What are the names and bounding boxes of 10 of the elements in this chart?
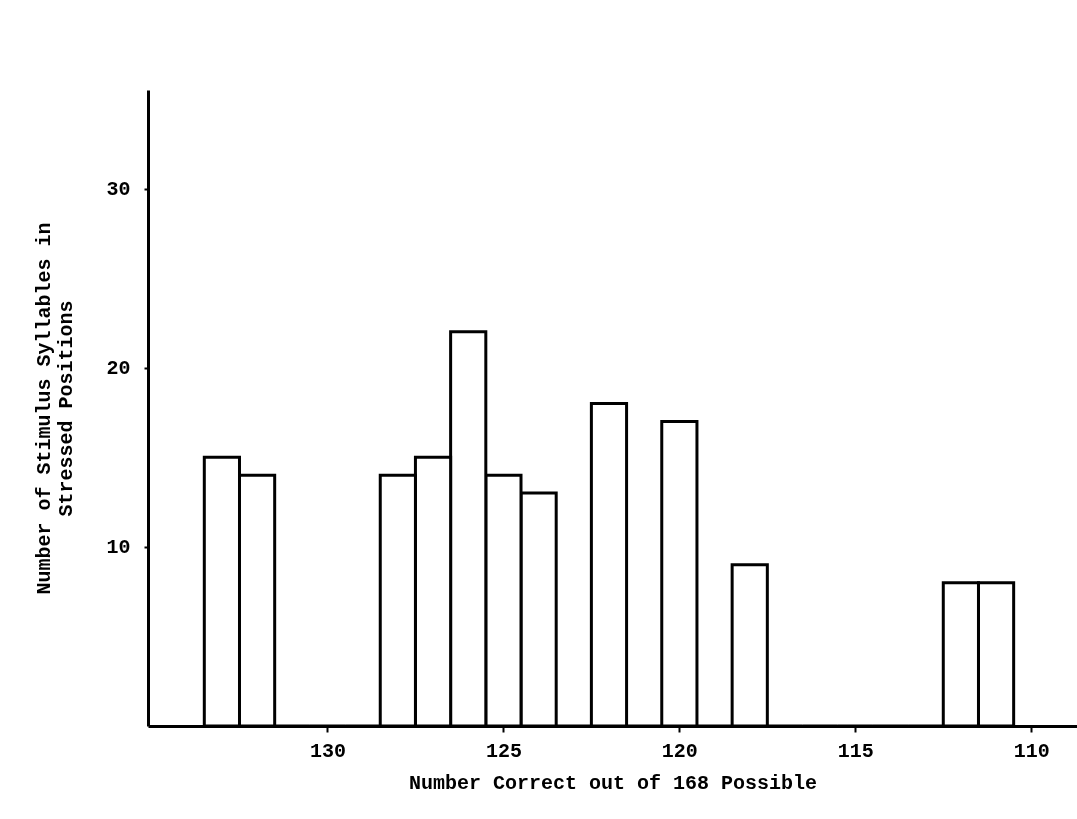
- x-tick-label: 110: [1013, 739, 1050, 763]
- x-axis-title: Number Correct out of 168 Possible: [408, 771, 818, 795]
- y-tick-label: 20: [106, 357, 131, 381]
- y-tick-label: 30: [106, 178, 131, 202]
- x-tick-label: 125: [485, 739, 522, 763]
- y-tick-label: 10: [106, 536, 131, 560]
- x-tick-label: 120: [661, 739, 698, 763]
- x-tick-label: 115: [837, 739, 874, 763]
- x-tick-label: 130: [309, 739, 346, 763]
- y-axis-title: Number of Stimulus Syllables in Stressed Positions: [33, 222, 79, 595]
